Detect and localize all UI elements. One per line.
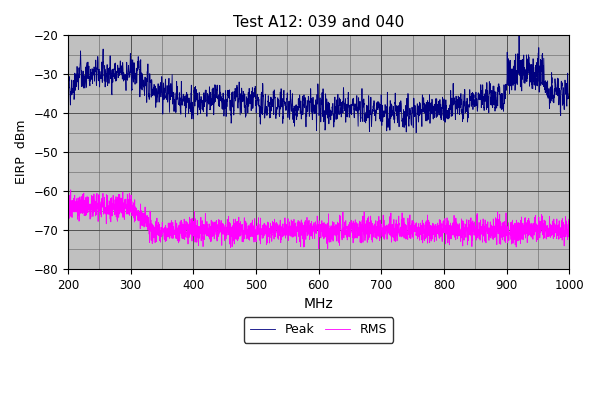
Line: RMS: RMS [68, 190, 569, 248]
RMS [257, 242, 264, 246]
Peak [556, 91, 563, 96]
RMS [502, 223, 509, 228]
Peak [502, 86, 509, 91]
X-axis label: MHz: MHz [304, 297, 334, 311]
Title: Test A12: 039 and 040: Test A12: 039 and 040 [233, 15, 404, 30]
Peak [516, 33, 523, 38]
Line: Peak: Peak [68, 35, 569, 133]
RMS [122, 203, 129, 208]
RMS [565, 225, 573, 229]
RMS [67, 187, 74, 192]
Peak [565, 91, 573, 96]
Legend: Peak, RMS: Peak, RMS [244, 317, 394, 343]
Peak [279, 105, 286, 109]
RMS [556, 229, 563, 234]
RMS [279, 223, 286, 228]
RMS [324, 246, 331, 251]
RMS [152, 240, 159, 245]
Peak [152, 87, 159, 92]
RMS [65, 210, 72, 215]
Peak [256, 121, 264, 126]
Y-axis label: EIRP  dBm: EIRP dBm [15, 120, 28, 184]
Peak [413, 130, 420, 135]
Peak [122, 72, 129, 77]
Peak [65, 80, 72, 84]
